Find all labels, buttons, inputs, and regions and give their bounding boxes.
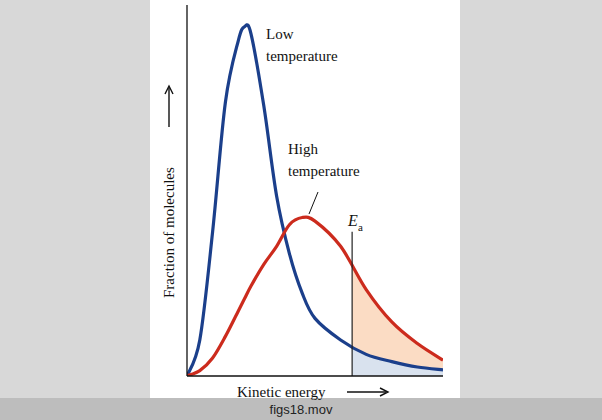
caption: figs18.mov — [270, 402, 333, 417]
background — [0, 0, 602, 420]
x-axis — [187, 375, 443, 376]
series-label: High temperature — [288, 141, 360, 179]
caption-bar — [0, 398, 602, 420]
ea-shading — [352, 25, 443, 376]
x-axis-label: Kinetic energy — [237, 384, 326, 400]
y-arrow — [168, 88, 169, 127]
x-arrowhead — [380, 388, 388, 396]
area-beyond-ea — [352, 25, 443, 376]
series-label: Low temperature — [266, 26, 338, 64]
ea-label: E — [347, 212, 358, 229]
series-label-line: Low — [266, 26, 294, 42]
series-label-line: High — [288, 141, 319, 157]
curve — [187, 217, 443, 376]
ea-line — [352, 232, 353, 376]
y-axis-label: Fraction of molecules — [161, 167, 177, 298]
leader-line — [309, 192, 318, 214]
panel — [150, 0, 460, 398]
curve — [187, 25, 443, 376]
plot-area — [187, 25, 443, 376]
x-arrow — [347, 391, 386, 392]
y-arrowhead — [165, 86, 173, 94]
area-beyond-ea — [352, 217, 443, 376]
chart: figs18.mov Ea Low temperature High temperatur… — [0, 0, 602, 420]
series-label-line: temperature — [288, 163, 360, 179]
ea-subscript: a — [358, 221, 363, 233]
series-label-line: temperature — [266, 48, 338, 64]
y-axis — [186, 5, 187, 376]
